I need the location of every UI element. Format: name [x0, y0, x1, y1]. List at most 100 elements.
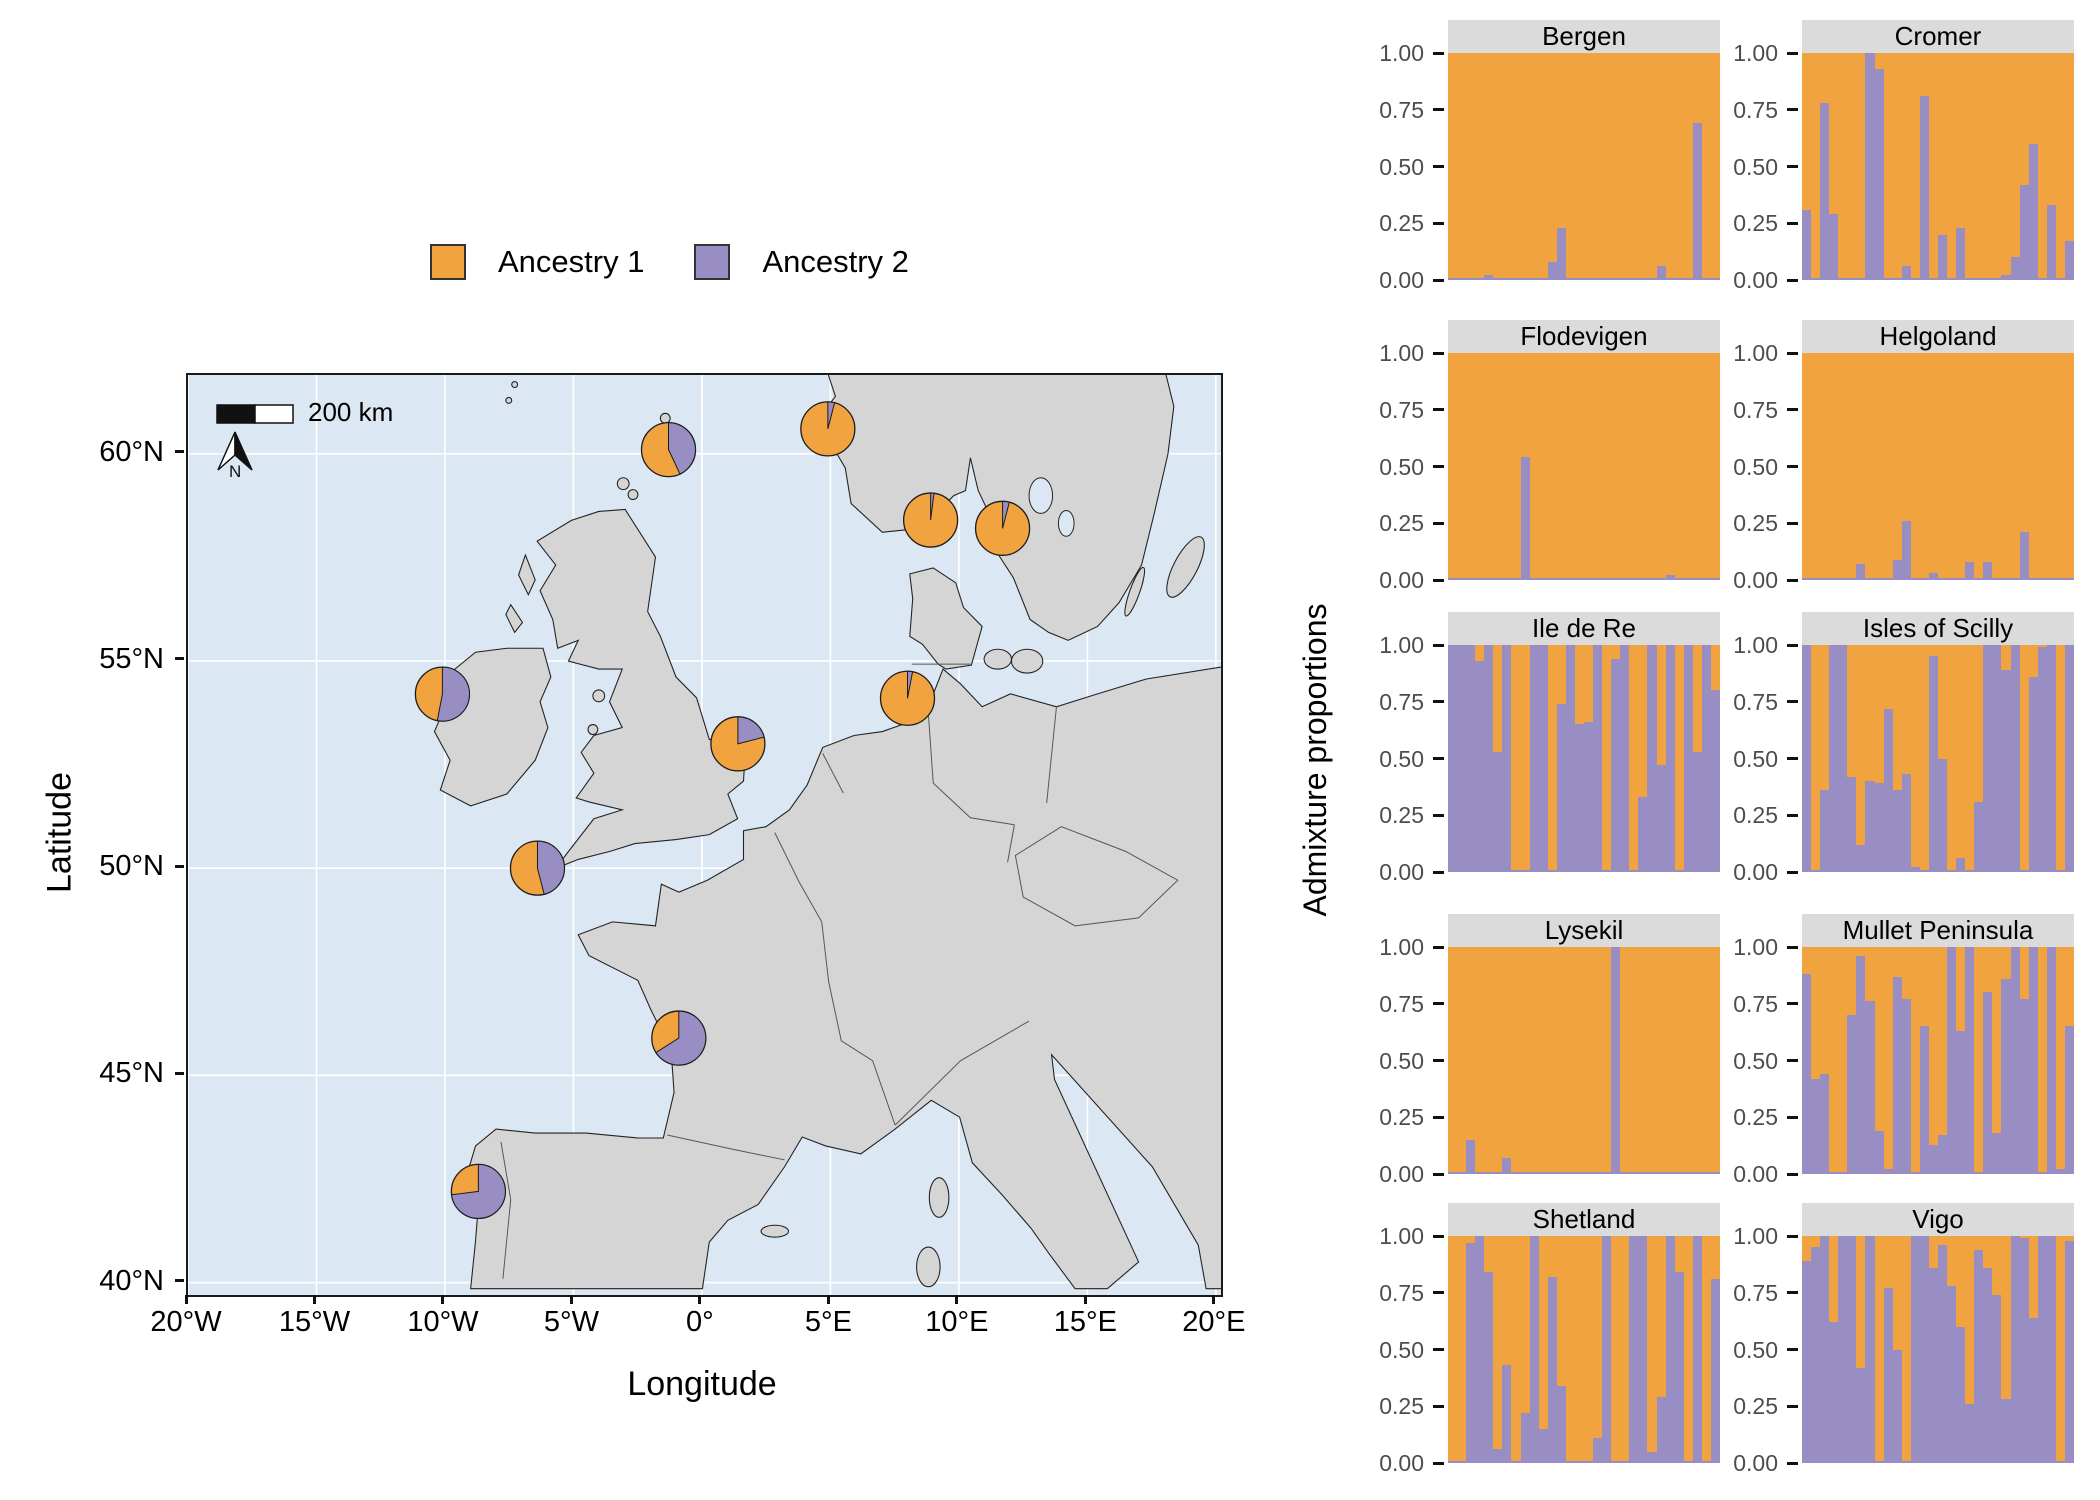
pie-ancestry2-slice	[436, 666, 470, 722]
ancestry2-segment	[2046, 1236, 2057, 1463]
panel-tick-label: 0.75	[1379, 396, 1424, 423]
legend-label-ancestry2: Ancestry 2	[762, 244, 909, 279]
individual-bar	[1529, 53, 1540, 280]
facet-strip-vigo: Vigo	[1802, 1203, 2074, 1236]
individual-bar	[1856, 353, 1866, 580]
map-ylabel: Latitude	[40, 772, 79, 893]
ancestry2-segment	[1956, 1031, 1966, 1174]
individual-bar	[1448, 947, 1458, 1174]
individual-bar	[1520, 645, 1531, 872]
scale-bar: 200 km	[216, 397, 393, 427]
individual-bar	[1502, 353, 1512, 580]
ancestry2-segment	[1938, 234, 1948, 280]
individual-bar	[1547, 645, 1558, 872]
ancestry2-segment	[1856, 1367, 1866, 1463]
panel-tick-mark	[1787, 1172, 1798, 1176]
individual-bar	[1874, 645, 1885, 872]
panel-tick-mark	[1787, 1291, 1798, 1295]
individual-bar	[1919, 53, 1930, 280]
ancestry2-segment	[1856, 564, 1866, 580]
ancestry2-segment	[1802, 1260, 1812, 1463]
pie-shetland	[640, 421, 697, 478]
individual-bar	[1520, 947, 1531, 1174]
individual-bar	[1556, 645, 1567, 872]
individual-bar	[1901, 1236, 1912, 1463]
ancestry2-segment	[1692, 1236, 1703, 1463]
ancestry2-segment	[1992, 645, 2002, 872]
panel-tick-mark	[1433, 165, 1444, 168]
panel-tick-mark	[1787, 1461, 1798, 1465]
individual-bar	[1802, 353, 1812, 580]
individual-bar	[1820, 645, 1830, 872]
ancestry2-segment	[1892, 559, 1903, 580]
individual-bar	[1956, 947, 1966, 1174]
landmass-continent	[465, 666, 1221, 1290]
individual-bar	[1565, 645, 1576, 872]
individual-bar	[2028, 947, 2039, 1174]
individual-bar	[1802, 947, 1812, 1174]
individual-bar	[1683, 1236, 1694, 1463]
individual-bar	[1511, 53, 1522, 280]
ancestry2-segment	[1874, 783, 1885, 872]
individual-bar	[1665, 1236, 1676, 1463]
ancestry2-segment	[1992, 1295, 2002, 1463]
purple-baseline	[1802, 578, 2074, 580]
ancestry2-segment	[1965, 947, 1975, 1174]
ancestry2-segment	[1692, 751, 1703, 872]
y-tick-label: 45°N	[99, 1057, 164, 1090]
panel-tick-label: 0.50	[1733, 1336, 1778, 1363]
panel-tick-label: 0.25	[1733, 1104, 1778, 1131]
island-anglesey	[587, 724, 599, 736]
ancestry2-segment	[2064, 645, 2074, 872]
individual-bar	[1947, 947, 1957, 1174]
panel-tick-label: 0.25	[1733, 802, 1778, 829]
facet-plot-helgoland	[1802, 353, 2074, 580]
ancestry2-segment	[2019, 184, 2030, 280]
scale-bar-white-segment	[254, 404, 294, 424]
individual-bar	[1602, 53, 1612, 280]
x-tick-mark	[312, 1295, 316, 1304]
ancestry2-segment	[1956, 227, 1966, 280]
facet-plot-bergen	[1448, 53, 1720, 280]
ancestry2-segment	[1466, 1242, 1476, 1463]
ancestry2-segment	[1928, 573, 1939, 580]
individual-bar	[2019, 947, 2030, 1174]
individual-bar	[2055, 53, 2066, 280]
individual-bar	[1593, 947, 1603, 1174]
ancestry2-segment	[1829, 1322, 1839, 1463]
ancestry2-segment	[1956, 1326, 1966, 1463]
individual-bar	[1547, 53, 1558, 280]
individual-bar	[1574, 947, 1585, 1174]
ancestry2-segment	[1602, 1236, 1612, 1463]
ancestry2-segment	[1947, 1285, 1957, 1463]
individual-bar	[2010, 1236, 2021, 1463]
individual-bar	[1674, 645, 1685, 872]
panel-tick-label: 0.50	[1733, 453, 1778, 480]
individual-bar	[1484, 353, 1494, 580]
panel-tick-mark	[1433, 1172, 1444, 1176]
individual-bar	[1983, 353, 1993, 580]
panel-tick-label: 0.75	[1379, 990, 1424, 1017]
x-tick-label: 0°	[686, 1306, 714, 1338]
ancestry2-segment	[1475, 660, 1485, 872]
individual-bar	[1692, 53, 1703, 280]
facet-plot-mullet-peninsula	[1802, 947, 2074, 1174]
islet-north-1	[511, 381, 519, 389]
panel-tick-label: 0.25	[1379, 210, 1424, 237]
individual-bar	[1593, 645, 1603, 872]
individual-bar	[1511, 947, 1522, 1174]
individual-bar	[1565, 353, 1576, 580]
individual-bar	[1674, 1236, 1685, 1463]
ancestry2-segment	[1484, 645, 1494, 872]
y-tick-mark	[175, 1071, 184, 1075]
individual-bar	[1956, 645, 1966, 872]
individual-bar	[1538, 947, 1549, 1174]
individual-bar	[1493, 53, 1503, 280]
individual-bar	[1647, 645, 1658, 872]
ancestry2-segment	[1656, 266, 1667, 280]
individual-bar	[2001, 353, 2012, 580]
individual-bar	[1938, 53, 1948, 280]
facet-strip-isles-of-scilly: Isles of Scilly	[1802, 612, 2074, 645]
ancestry2-segment	[1983, 645, 1993, 872]
panel-tick-mark	[1433, 757, 1444, 760]
